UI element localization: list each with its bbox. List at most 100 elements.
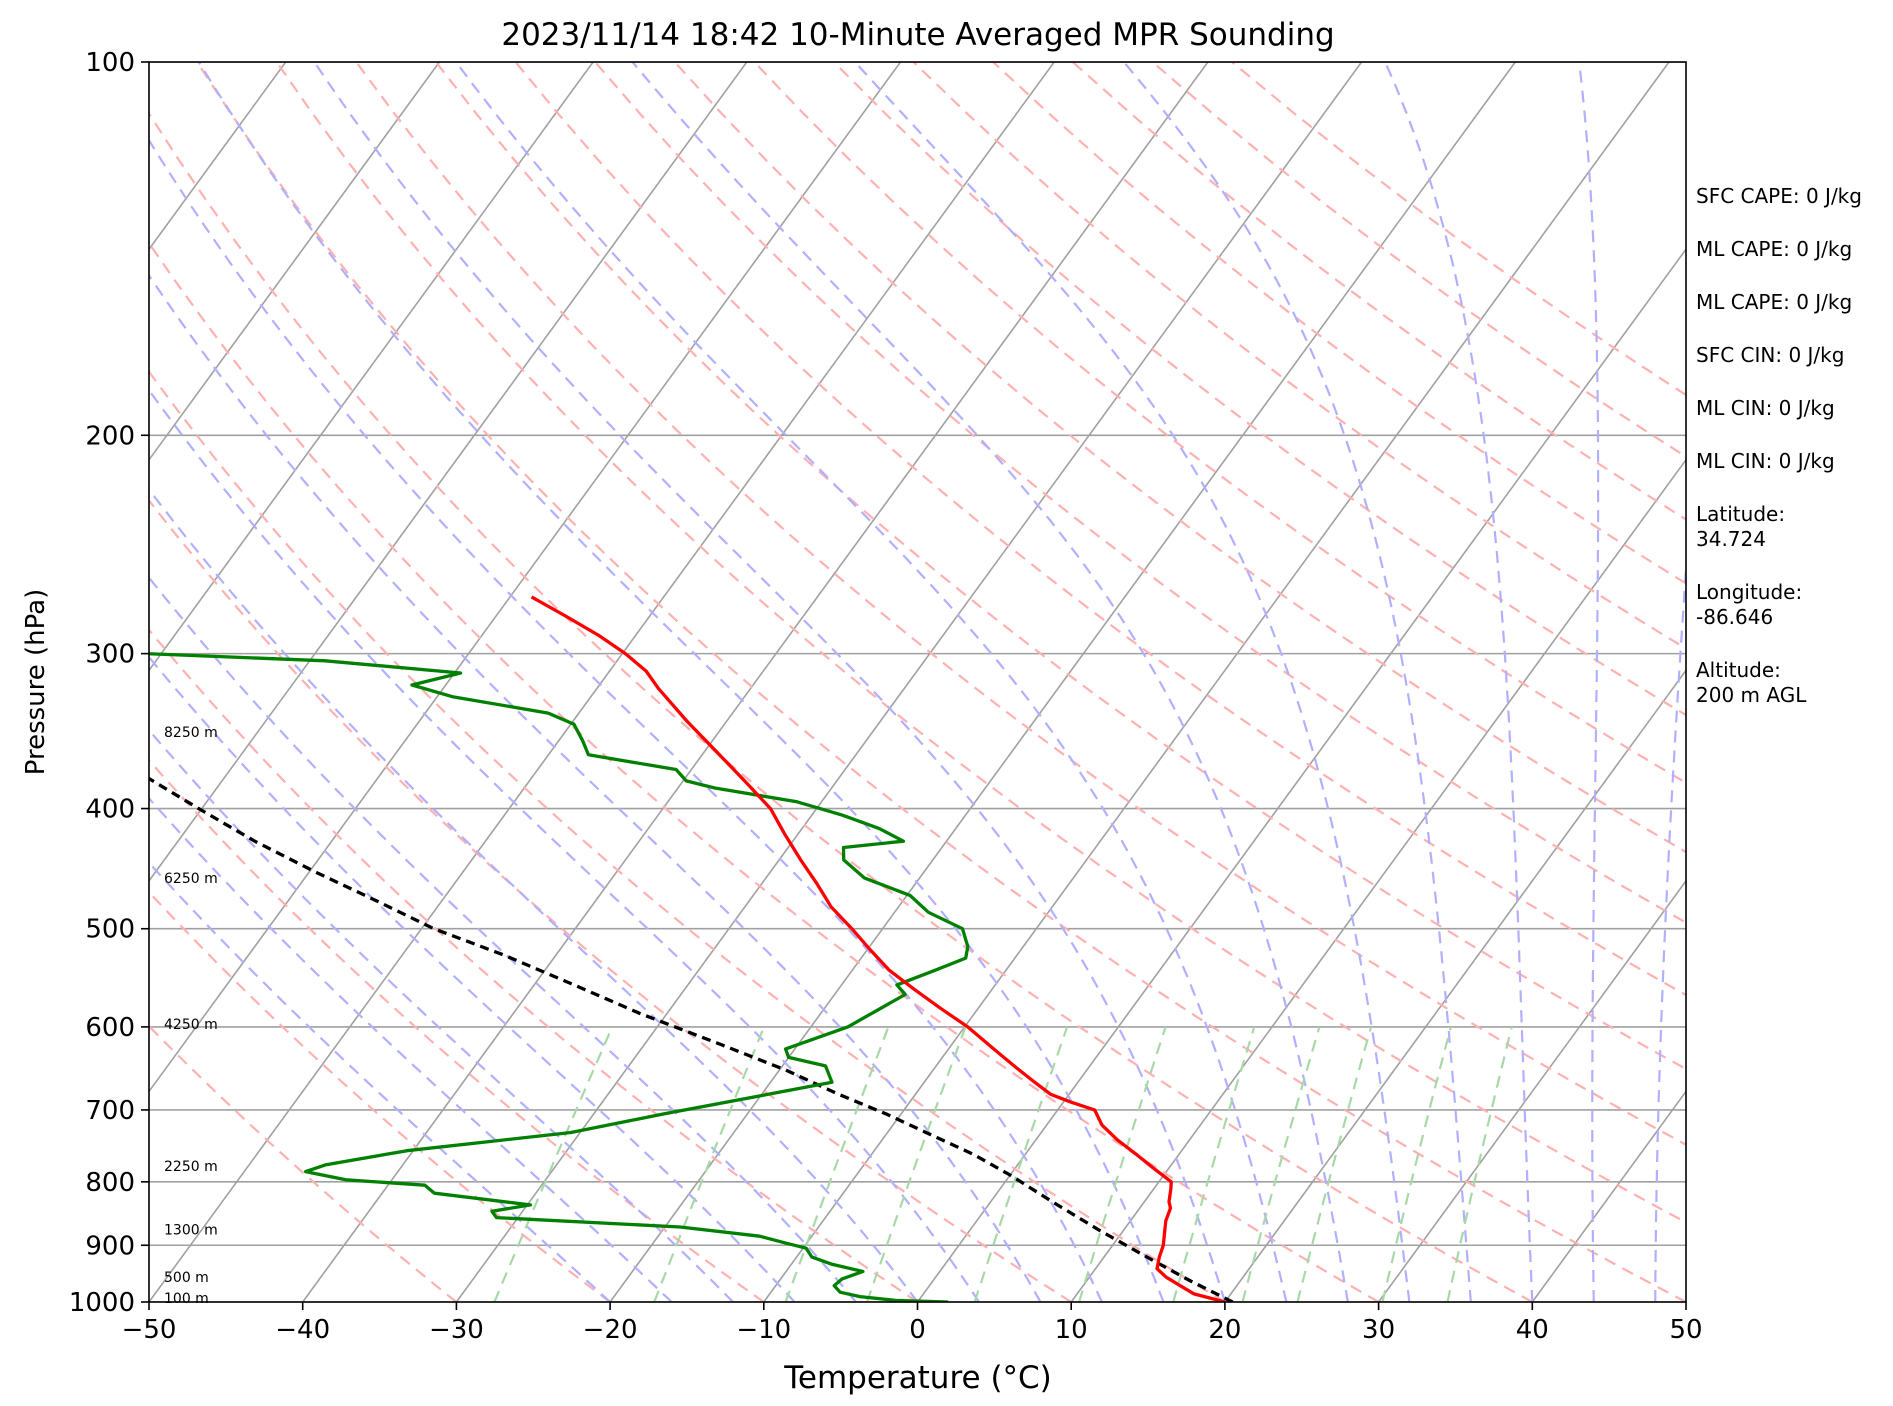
isotherm-line <box>149 62 594 672</box>
moist-adiabat-line <box>149 728 734 1302</box>
height-label: 4250 m <box>164 1017 218 1033</box>
height-label: 2250 m <box>164 1159 218 1175</box>
y-tick-label: 900 <box>85 1231 135 1261</box>
y-tick-label: 500 <box>85 915 135 945</box>
y-tick-label: 300 <box>85 640 135 670</box>
moist-adiabat-line <box>197 62 1165 1302</box>
isotherm-line <box>763 62 1670 1302</box>
x-tick-label: 20 <box>1208 1315 1241 1345</box>
dry-adiabat-line <box>912 62 1686 650</box>
moist-adiabat-line <box>455 62 1288 1302</box>
y-axis-label: Pressure (hPa) <box>21 589 51 776</box>
height-labels: 8250 m 6250 m 4250 m 2250 m 1300 m 500 m 100 m <box>164 725 218 1307</box>
dry-adiabat-line <box>514 62 1686 997</box>
y-tick-label: 400 <box>85 795 135 825</box>
info-item: Latitude: 34.724 <box>1696 502 1786 551</box>
dewpoint-profile <box>149 652 970 1302</box>
height-label: 100 m <box>164 1291 209 1307</box>
dry-adiabat-line <box>149 241 1380 1302</box>
info-item: SFC CAPE: 0 J/kg <box>1696 184 1862 208</box>
isotherm-line <box>149 62 441 462</box>
mixing-ratio-line <box>653 1026 766 1302</box>
sounding-profiles <box>149 595 1234 1302</box>
x-tick-label: 0 <box>909 1315 926 1345</box>
moist-adiabat-line <box>149 861 611 1302</box>
info-item: Longitude: -86.646 <box>1696 580 1803 629</box>
mixing-ratio-line <box>1172 1026 1256 1302</box>
x-axis-label: Temperature (°C) <box>783 1360 1052 1396</box>
mixing-ratio-line <box>1296 1026 1373 1302</box>
dry-adiabat-line <box>435 62 1686 1071</box>
info-item: Altitude: 200 m AGL <box>1696 658 1807 707</box>
chart-title: 2023/11/14 18:42 10-Minute Averaged MPR … <box>501 17 1334 53</box>
dry-adiabat-line <box>196 62 1686 1302</box>
x-tick-label: −20 <box>583 1315 638 1345</box>
dry-adiabat-line <box>833 62 1686 717</box>
moist-adiabat-line <box>854 62 1411 1302</box>
isotherm-line <box>1377 879 1686 1302</box>
mixing-ratio-line <box>784 1026 890 1302</box>
height-label: 1300 m <box>164 1222 218 1238</box>
isotherm-line <box>1531 1090 1686 1302</box>
temperature-profile <box>530 595 1226 1302</box>
mixing-ratio-line <box>1078 1026 1167 1302</box>
x-tick-label: 50 <box>1669 1315 1702 1345</box>
mixing-ratio-line <box>1381 1026 1452 1302</box>
mixing-ratio-line <box>493 1026 614 1302</box>
isotherm-line <box>302 62 1209 1302</box>
height-label: 6250 m <box>164 871 218 887</box>
moist-adiabat-line <box>1123 62 1472 1302</box>
mixing-ratio-line <box>1446 1026 1513 1302</box>
isotherm-line <box>149 62 1055 1302</box>
dry-adiabat-line <box>149 369 1226 1302</box>
moist-adiabat-line <box>149 487 919 1302</box>
moist-adiabat-line <box>149 273 1042 1302</box>
moist-adiabat-line <box>149 388 980 1302</box>
dry-adiabat-line <box>149 890 611 1302</box>
x-axis-ticks: −50 −40 −30 −20 −10 0 10 20 30 40 50 <box>122 1302 1703 1345</box>
background-lines <box>149 62 1686 1302</box>
y-tick-label: 1000 <box>69 1288 135 1318</box>
height-label: 500 m <box>164 1270 209 1286</box>
y-tick-label: 800 <box>85 1168 135 1198</box>
moist-adiabat-line <box>149 796 673 1302</box>
dry-adiabat-line <box>275 62 1686 1224</box>
moist-adiabat-line <box>313 62 1226 1302</box>
y-tick-label: 700 <box>85 1096 135 1126</box>
info-item: ML CIN: 0 J/kg <box>1696 396 1835 420</box>
dry-adiabat-line <box>355 62 1686 1146</box>
x-tick-label: 40 <box>1516 1315 1549 1345</box>
isotherm-line <box>149 62 902 1093</box>
y-tick-label: 600 <box>85 1013 135 1043</box>
info-item: ML CAPE: 0 J/kg <box>1696 290 1853 314</box>
info-item: ML CAPE: 0 J/kg <box>1696 237 1853 261</box>
moist-adiabat-line <box>1384 62 1534 1302</box>
isotherm-line <box>149 62 748 883</box>
x-tick-label: −40 <box>275 1315 330 1345</box>
dry-adiabat-line <box>594 62 1686 924</box>
moist-adiabat-line <box>1654 552 1686 1302</box>
y-tick-label: 100 <box>85 48 135 78</box>
isotherm-line <box>1070 458 1686 1302</box>
info-item: ML CIN: 0 J/kg <box>1696 449 1835 473</box>
isotherm-line <box>1224 668 1686 1302</box>
moist-adiabat-line <box>149 138 1103 1302</box>
mixing-ratio-line <box>1241 1026 1321 1302</box>
isotherm-line <box>455 62 1363 1302</box>
info-item: SFC CIN: 0 J/kg <box>1696 343 1845 367</box>
height-label: 8250 m <box>164 725 218 741</box>
y-axis-ticks: 100 200 300 400 500 600 700 800 900 1000 <box>69 48 149 1318</box>
moist-adiabat-line <box>1578 62 1600 1302</box>
mixing-ratio-line <box>865 1026 967 1302</box>
mixing-ratio-line <box>973 1026 1069 1302</box>
x-tick-label: 10 <box>1055 1315 1088 1345</box>
y-tick-label: 200 <box>85 421 135 451</box>
moist-adiabat-line <box>631 62 1349 1302</box>
x-tick-label: −30 <box>429 1315 484 1345</box>
x-tick-label: 30 <box>1362 1315 1395 1345</box>
moist-adiabat-line <box>149 655 796 1302</box>
x-tick-label: −10 <box>736 1315 791 1345</box>
x-tick-label: −50 <box>122 1315 177 1345</box>
sounding-info-panel: SFC CAPE: 0 J/kg ML CAPE: 0 J/kg ML CAPE: … <box>1696 184 1886 736</box>
